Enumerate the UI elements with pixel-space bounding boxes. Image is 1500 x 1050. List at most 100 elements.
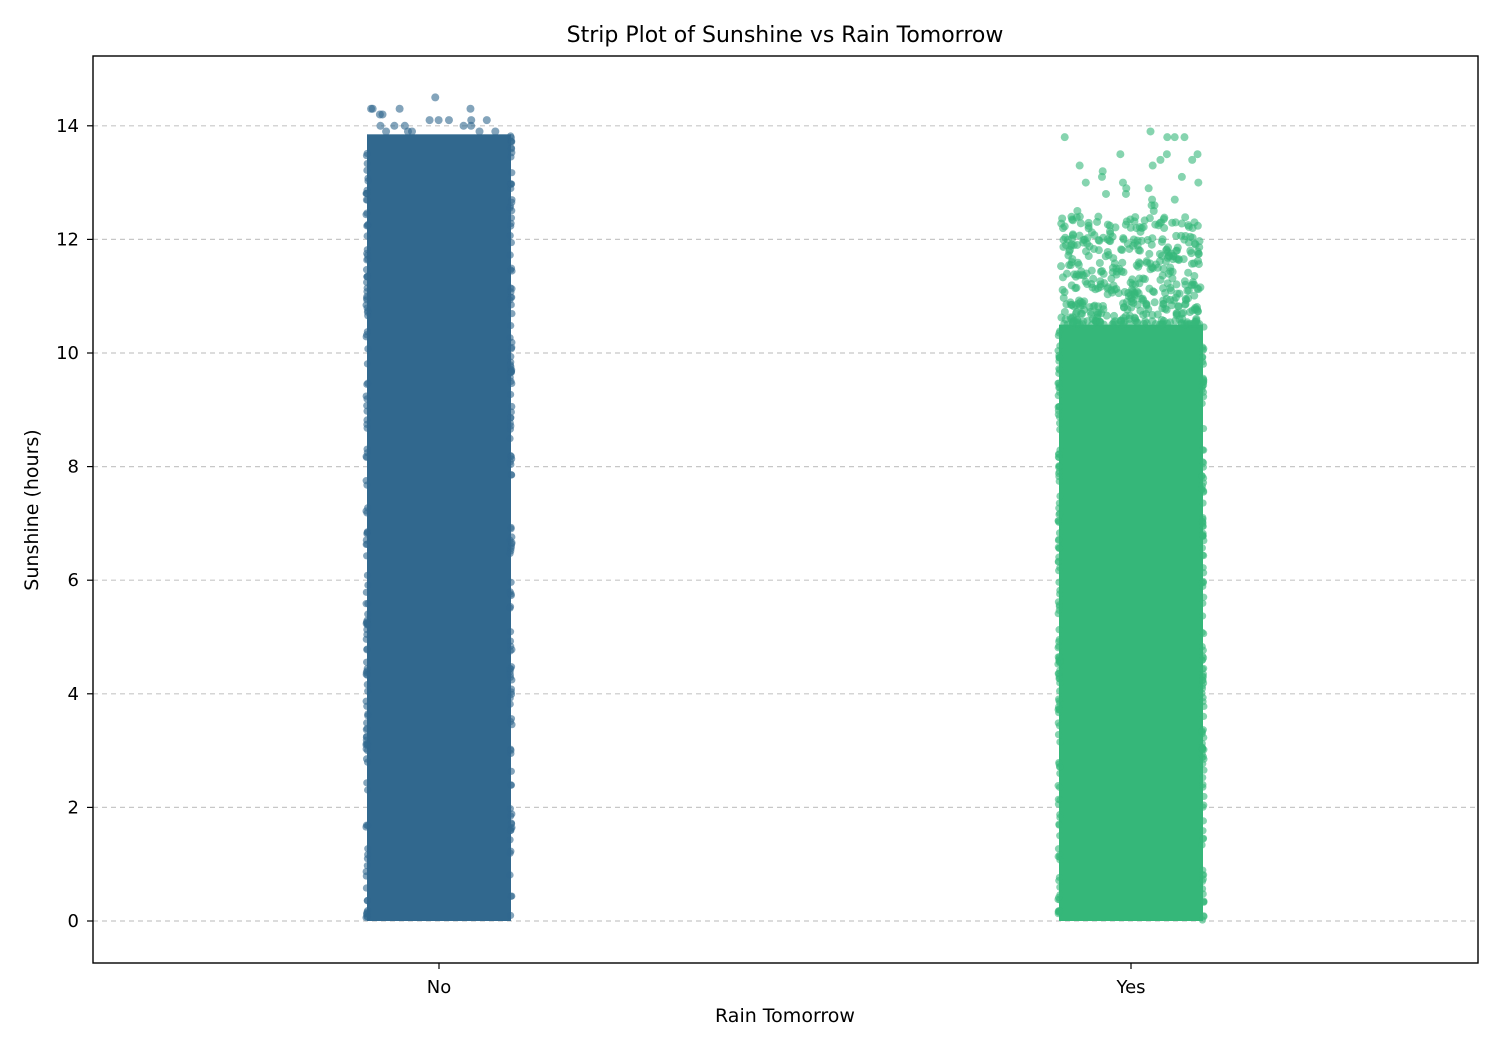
data-point bbox=[431, 93, 440, 102]
y-tick-label: 6 bbox=[68, 570, 79, 591]
data-point bbox=[1056, 667, 1064, 675]
data-point bbox=[1162, 150, 1171, 159]
data-point bbox=[363, 719, 371, 727]
data-point bbox=[1199, 646, 1207, 654]
data-point bbox=[1056, 419, 1064, 427]
data-point bbox=[1142, 258, 1151, 267]
data-point bbox=[1199, 531, 1207, 539]
data-point bbox=[1056, 832, 1064, 840]
data-point bbox=[1129, 235, 1138, 244]
data-point bbox=[1174, 255, 1183, 264]
data-point bbox=[363, 402, 371, 410]
data-point bbox=[364, 379, 372, 387]
data-point bbox=[1134, 258, 1143, 267]
data-point bbox=[507, 715, 516, 723]
data-point bbox=[1059, 224, 1068, 233]
data-point bbox=[363, 724, 371, 733]
data-point bbox=[1055, 402, 1064, 411]
data-point bbox=[1155, 219, 1164, 228]
data-point bbox=[363, 166, 371, 174]
data-point bbox=[363, 222, 371, 230]
data-point bbox=[364, 851, 372, 859]
data-point bbox=[1181, 300, 1190, 309]
data-point bbox=[1069, 316, 1078, 325]
data-point bbox=[1135, 274, 1144, 283]
data-point bbox=[507, 219, 515, 228]
data-point bbox=[363, 658, 371, 666]
data-point bbox=[1091, 285, 1100, 294]
data-point bbox=[1054, 730, 1063, 739]
y-axis-ticks: 0 2 4 6 8 10 12 14 bbox=[56, 116, 93, 932]
data-point bbox=[1060, 288, 1069, 297]
data-point bbox=[491, 127, 500, 136]
data-point bbox=[1096, 277, 1105, 286]
data-point bbox=[1068, 230, 1077, 239]
data-point bbox=[363, 746, 372, 755]
data-point bbox=[364, 710, 372, 718]
data-point bbox=[362, 884, 371, 892]
data-point bbox=[1131, 316, 1140, 325]
data-point bbox=[1146, 127, 1155, 136]
data-point bbox=[506, 700, 514, 708]
data-point bbox=[444, 116, 453, 125]
data-point bbox=[507, 321, 515, 330]
data-point bbox=[482, 116, 491, 125]
data-point bbox=[508, 810, 516, 818]
data-point bbox=[1099, 320, 1108, 329]
data-point bbox=[1054, 557, 1062, 565]
data-point bbox=[364, 687, 372, 695]
data-point bbox=[1056, 769, 1064, 778]
data-point bbox=[508, 538, 516, 547]
x-axis-title: Rain Tomorrow bbox=[715, 1005, 855, 1027]
data-point bbox=[1170, 133, 1179, 142]
data-point bbox=[1166, 283, 1175, 292]
data-point bbox=[364, 845, 372, 853]
data-point bbox=[1094, 308, 1103, 317]
data-point bbox=[1198, 343, 1207, 351]
data-point bbox=[1056, 883, 1064, 891]
data-point bbox=[364, 821, 372, 829]
data-point bbox=[1055, 535, 1063, 544]
data-point bbox=[507, 214, 516, 222]
data-point bbox=[1173, 289, 1182, 298]
data-point bbox=[1199, 518, 1207, 526]
data-point bbox=[1107, 274, 1116, 283]
data-point bbox=[1055, 504, 1063, 512]
x-tick-label: No bbox=[427, 977, 451, 998]
data-point bbox=[1122, 217, 1131, 226]
data-point bbox=[363, 509, 371, 517]
data-point bbox=[1162, 246, 1171, 255]
data-point bbox=[1156, 155, 1165, 164]
data-point bbox=[1199, 890, 1207, 898]
data-point bbox=[1199, 803, 1207, 811]
data-point bbox=[1142, 319, 1151, 328]
data-point bbox=[434, 116, 443, 125]
data-point bbox=[1138, 294, 1147, 303]
data-point bbox=[1172, 280, 1181, 289]
data-point bbox=[1097, 172, 1106, 181]
data-point bbox=[1117, 317, 1126, 326]
data-point bbox=[475, 127, 484, 136]
data-point bbox=[1199, 834, 1208, 842]
x-tick-label: Yes bbox=[1115, 977, 1145, 998]
data-point bbox=[363, 741, 372, 749]
data-point bbox=[506, 604, 514, 612]
data-point bbox=[506, 670, 514, 679]
data-point bbox=[1199, 551, 1207, 559]
data-point bbox=[1181, 280, 1190, 289]
data-point bbox=[506, 827, 515, 835]
grid-lines bbox=[93, 125, 1478, 922]
data-point bbox=[1159, 284, 1168, 293]
data-point bbox=[1087, 228, 1096, 237]
y-tick-label: 4 bbox=[68, 684, 79, 705]
data-point bbox=[508, 149, 516, 157]
data-point bbox=[1056, 813, 1064, 822]
data-point bbox=[362, 536, 370, 544]
data-point bbox=[363, 328, 372, 336]
data-point bbox=[1180, 320, 1189, 329]
data-point bbox=[1199, 783, 1207, 791]
data-point bbox=[378, 110, 387, 119]
data-point bbox=[507, 688, 515, 696]
